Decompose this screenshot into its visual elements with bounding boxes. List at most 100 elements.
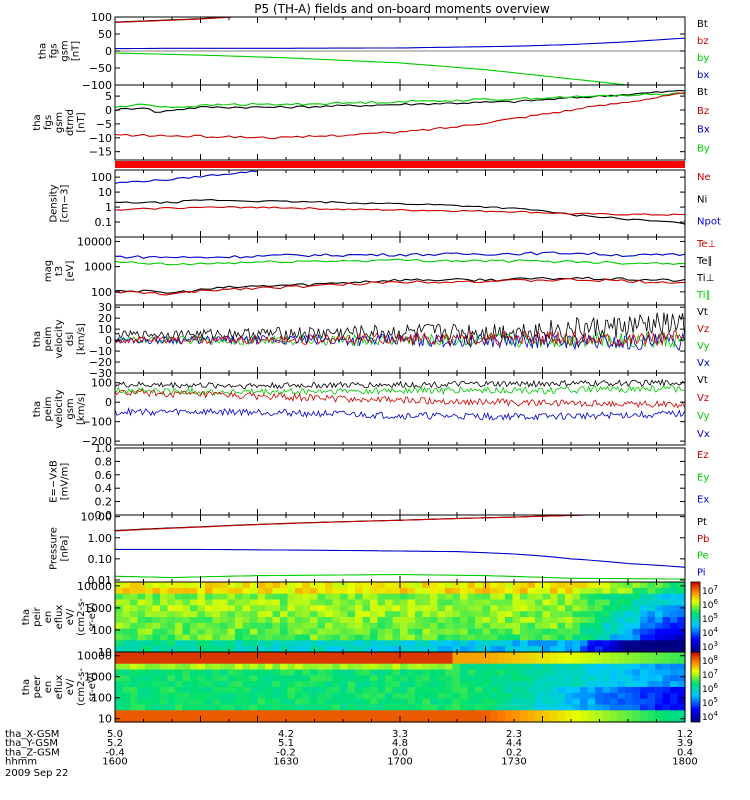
spec-peer-eflux-cell xyxy=(647,687,656,694)
spec-peer-eflux-cell xyxy=(325,687,334,694)
spec-peer-eflux-cell xyxy=(422,698,431,706)
spec-peer-eflux-cell xyxy=(310,710,319,717)
spec-peer-eflux-cell xyxy=(400,692,409,700)
spec-peer-eflux-cell xyxy=(640,675,649,682)
spec-peer-eflux-cell xyxy=(550,716,559,723)
spec-peir-eflux-cell xyxy=(535,646,544,653)
spec-peer-eflux-cell xyxy=(490,698,499,706)
spec-peer-eflux-cell xyxy=(437,663,446,671)
spec-peer-eflux-cell xyxy=(430,675,439,682)
spec-peer-eflux-cell xyxy=(340,669,349,676)
spec-peer-eflux-cell xyxy=(122,652,131,659)
spec-peer-eflux-cell xyxy=(152,716,161,723)
spec-peer-eflux-cell xyxy=(295,692,304,700)
spec-peer-eflux-cell xyxy=(160,716,169,723)
spec-peir-eflux-cell xyxy=(355,634,364,641)
spec-peir-eflux-cell xyxy=(265,611,274,618)
spec-peir-eflux-cell xyxy=(617,646,626,653)
spec-peir-eflux-cell xyxy=(235,634,244,641)
spec-peer-eflux-cell xyxy=(467,710,476,717)
spec-peir-eflux-cell xyxy=(662,622,671,630)
panel-pressure-legend-Pi: Pi xyxy=(697,567,706,578)
spec-peir-eflux-cell xyxy=(242,628,251,636)
spec-peir-eflux-cell xyxy=(130,640,139,647)
spec-peer-eflux-cell xyxy=(385,657,394,665)
spec-peer-eflux-cell xyxy=(572,657,581,665)
spec-peir-eflux-cell xyxy=(385,599,394,606)
spec-peir-eflux-cell xyxy=(370,611,379,618)
spec-peer-eflux-cell xyxy=(640,692,649,700)
spec-peer-eflux-colorbar xyxy=(690,651,701,723)
spec-peir-eflux-cell xyxy=(640,605,649,612)
spec-peer-eflux-cell xyxy=(640,704,649,711)
spec-peer-eflux-cell xyxy=(182,652,191,659)
panel-peim-vel-dsl-ytick-label: −30 xyxy=(89,367,112,380)
spec-peir-eflux-cell xyxy=(302,646,311,653)
spec-peir-eflux-cell xyxy=(595,628,604,636)
spec-peir-eflux-cell xyxy=(475,622,484,630)
spec-peir-eflux-cell xyxy=(130,617,139,624)
spec-peir-eflux-cell xyxy=(527,646,536,653)
spec-peir-eflux-cell xyxy=(670,640,679,647)
spec-peir-eflux-cell xyxy=(602,582,611,589)
spec-peir-eflux-cell xyxy=(625,617,634,624)
spec-peir-eflux-cell xyxy=(407,622,416,630)
spec-peer-eflux-cell xyxy=(535,710,544,717)
spec-peer-eflux-cell xyxy=(647,681,656,688)
spec-peer-eflux-cell xyxy=(535,698,544,706)
spec-peir-eflux-cell xyxy=(640,622,649,630)
spec-peer-eflux-cell xyxy=(460,692,469,700)
spec-peir-eflux-cell xyxy=(370,646,379,653)
spec-peir-eflux-cell xyxy=(422,628,431,636)
spec-peir-eflux-cell xyxy=(580,640,589,647)
spec-peir-eflux-cell xyxy=(370,605,379,612)
spec-peir-eflux-cell xyxy=(662,617,671,624)
panel-fgs-dtrnd-legend-Bz: Bz xyxy=(697,106,709,117)
spec-peir-eflux-cell xyxy=(610,617,619,624)
spec-peir-eflux-cell xyxy=(340,622,349,630)
spec-peir-eflux-cell xyxy=(250,622,259,630)
spec-peer-eflux-cell xyxy=(370,657,379,665)
spec-peer-eflux-cell xyxy=(265,675,274,682)
spec-peer-eflux-cell xyxy=(422,652,431,659)
spec-peir-eflux-cell xyxy=(385,605,394,612)
spec-peir-eflux-cell xyxy=(580,582,589,589)
spec-peer-eflux-cell xyxy=(287,687,296,694)
spec-peir-eflux-cell xyxy=(407,628,416,636)
panel-density-ytick-label: 1 xyxy=(105,201,112,214)
spec-peir-eflux-cell xyxy=(587,640,596,647)
spec-peir-eflux-cell xyxy=(670,634,679,641)
panel-fgs-ylabel-line: fgs xyxy=(49,43,60,58)
spec-peer-eflux-cell xyxy=(265,663,274,671)
spec-peir-eflux-cell xyxy=(160,617,169,624)
spec-peer-eflux-cell xyxy=(677,710,686,717)
spec-peir-eflux-cell xyxy=(340,634,349,641)
spec-peer-eflux-cell xyxy=(407,669,416,676)
spec-peer-eflux-cell xyxy=(497,681,506,688)
spec-peir-eflux-cell xyxy=(130,628,139,636)
panel-temperature-legend-Ti⊥: Ti⊥ xyxy=(696,273,714,284)
spec-peir-eflux-cell xyxy=(362,634,371,641)
spec-peer-eflux-cell xyxy=(610,704,619,711)
spec-peer-eflux-cell xyxy=(610,692,619,700)
spec-peer-eflux-cell xyxy=(415,698,424,706)
spec-peir-eflux-cell xyxy=(617,611,626,618)
spec-peer-eflux-cell xyxy=(580,692,589,700)
spec-peer-eflux-cell xyxy=(317,652,326,659)
spec-peer-eflux-cell xyxy=(572,692,581,700)
spec-peer-eflux-cell xyxy=(317,657,326,665)
spec-peer-eflux-cell xyxy=(272,704,281,711)
spec-peer-eflux-cell xyxy=(400,687,409,694)
spec-peir-eflux-cell xyxy=(520,582,529,589)
spec-peer-eflux-cell xyxy=(430,681,439,688)
spec-peer-eflux-cell xyxy=(662,663,671,671)
spec-peir-eflux-cell xyxy=(182,646,191,653)
spec-peer-eflux-cell xyxy=(250,657,259,665)
spec-peir-eflux-cell xyxy=(175,593,184,601)
spec-peir-eflux-cell xyxy=(340,605,349,612)
spec-peer-eflux-cell xyxy=(497,716,506,723)
spec-peir-eflux-cell xyxy=(250,611,259,618)
spec-peir-eflux-cell xyxy=(647,628,656,636)
spec-peir-eflux-cell xyxy=(295,593,304,601)
spec-peir-eflux-cell xyxy=(175,634,184,641)
